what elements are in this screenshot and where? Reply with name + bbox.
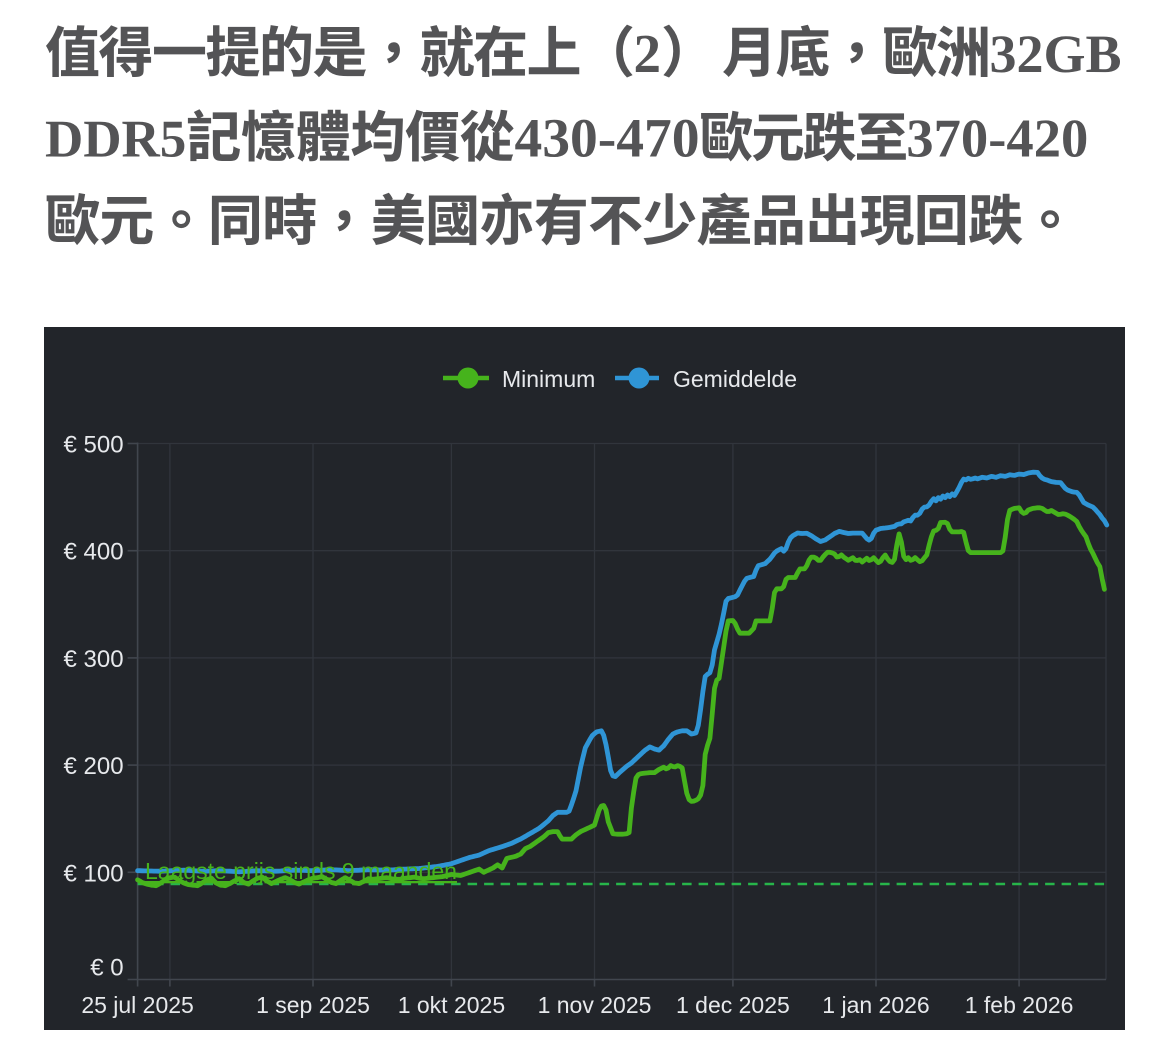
svg-text:€ 300: € 300 <box>64 646 124 673</box>
svg-text:€ 200: € 200 <box>64 753 124 780</box>
svg-text:1 sep 2025: 1 sep 2025 <box>256 992 370 1018</box>
svg-text:€ 500: € 500 <box>64 432 124 459</box>
svg-text:Laagste prijs sinds 9 maanden: Laagste prijs sinds 9 maanden <box>145 858 457 884</box>
svg-text:1 feb 2026: 1 feb 2026 <box>965 992 1074 1018</box>
svg-text:Gemiddelde: Gemiddelde <box>673 366 797 392</box>
svg-text:€ 100: € 100 <box>64 860 124 887</box>
svg-text:1 nov 2025: 1 nov 2025 <box>538 992 652 1018</box>
svg-text:€ 400: € 400 <box>64 539 124 566</box>
svg-text:1 okt 2025: 1 okt 2025 <box>398 992 505 1018</box>
svg-text:25 jul 2025: 25 jul 2025 <box>81 992 194 1018</box>
svg-text:1 dec 2025: 1 dec 2025 <box>676 992 790 1018</box>
svg-text:1 jan 2026: 1 jan 2026 <box>822 992 929 1018</box>
svg-text:€ 0: € 0 <box>90 955 123 982</box>
svg-text:Minimum: Minimum <box>502 366 595 392</box>
